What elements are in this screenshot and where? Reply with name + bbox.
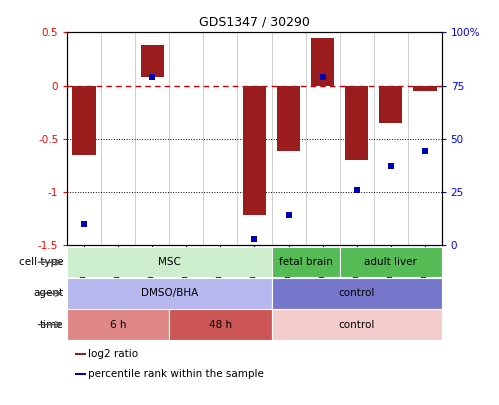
Text: cell type: cell type (19, 257, 64, 267)
Text: percentile rank within the sample: percentile rank within the sample (88, 369, 264, 379)
Bar (413, 85, 437, 91)
Text: control: control (338, 288, 375, 298)
Bar (271, 309, 442, 340)
Text: adult liver: adult liver (364, 257, 417, 267)
Text: 48 h: 48 h (209, 320, 232, 330)
Bar (310, 38, 334, 85)
Text: log2 ratio: log2 ratio (88, 349, 138, 359)
Bar (345, 85, 368, 160)
Text: agent: agent (33, 288, 64, 298)
Bar (67, 309, 170, 340)
Text: fetal brain: fetal brain (278, 257, 332, 267)
Text: MSC: MSC (158, 257, 181, 267)
Bar (271, 278, 442, 309)
Bar (276, 85, 300, 151)
Bar (379, 85, 403, 123)
Bar (72, 85, 96, 155)
Bar (339, 247, 442, 277)
Bar (75, 353, 86, 355)
Bar (75, 373, 86, 375)
Text: time: time (40, 320, 64, 330)
Text: GDS1347 / 30290: GDS1347 / 30290 (199, 15, 310, 28)
Text: DMSO/BHA: DMSO/BHA (141, 288, 198, 298)
Bar (170, 309, 271, 340)
Text: control: control (338, 320, 375, 330)
Bar (67, 247, 271, 277)
Bar (141, 45, 164, 77)
Bar (271, 247, 339, 277)
Bar (67, 278, 271, 309)
Bar (243, 85, 266, 215)
Text: 6 h: 6 h (110, 320, 127, 330)
